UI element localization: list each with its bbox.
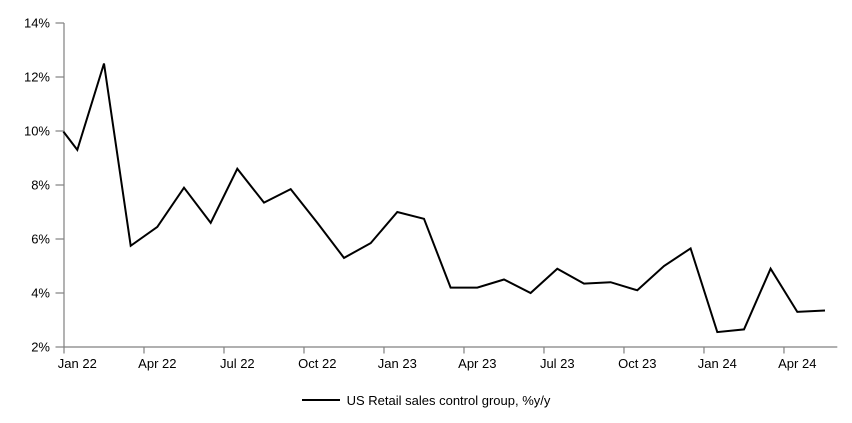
x-tick-label: Jan 24 (698, 356, 737, 371)
y-tick-label: 6% (31, 232, 50, 247)
legend-label: US Retail sales control group, %y/y (346, 392, 551, 408)
x-tick-label: Apr 24 (778, 356, 816, 371)
chart-legend: US Retail sales control group, %y/y (0, 386, 852, 414)
x-tick-label: Jul 22 (220, 356, 255, 371)
chart-plot-area: 2% 4% 6% 8% 10% 12% 14% Jan 22 Apr 22 Jul 22 Oct 2… (24, 16, 838, 371)
x-tick-label: Apr 23 (458, 356, 496, 371)
y-tick-label: 12% (24, 70, 50, 85)
y-tick-label: 8% (31, 178, 50, 193)
x-tick-label: Oct 23 (618, 356, 656, 371)
data-line-retail-sales (62, 63, 826, 334)
x-tick-label: Apr 22 (138, 356, 176, 371)
x-tick-label: Jan 23 (378, 356, 417, 371)
legend-line-swatch (301, 399, 340, 401)
y-tick-label: 10% (24, 124, 50, 139)
x-tick-label: Jul 23 (540, 356, 575, 371)
x-tick-label: Oct 22 (298, 356, 336, 371)
y-tick-label: 14% (24, 16, 50, 31)
y-tick-label: 2% (31, 340, 50, 355)
x-tick-label: Jan 22 (58, 356, 97, 371)
y-tick-label: 4% (31, 286, 50, 301)
